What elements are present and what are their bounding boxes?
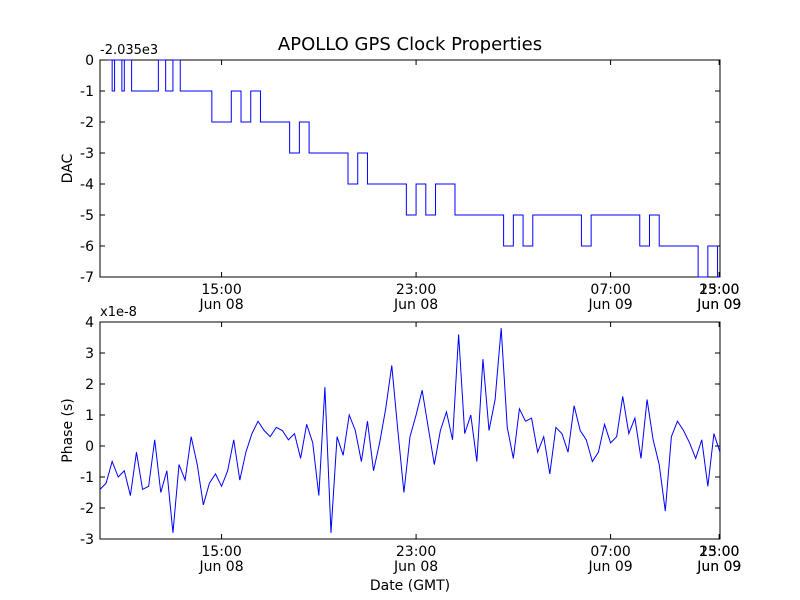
- dac-series: [107, 59, 720, 278]
- x-tick-date: Jun 09: [696, 559, 741, 575]
- x-tick-time: 23:00: [699, 282, 739, 298]
- y-tick-label: 2: [85, 377, 94, 393]
- y-tick-label: -3: [80, 532, 94, 548]
- x-tick-time: 15:00: [699, 282, 739, 298]
- dac-y-axis-label: DAC: [60, 153, 76, 183]
- y-tick-label: 0: [85, 439, 94, 455]
- y-tick-label: -6: [80, 239, 94, 255]
- x-tick-time: 23:00: [699, 544, 739, 560]
- chart-title: APOLLO GPS Clock Properties: [278, 34, 542, 55]
- x-tick-time: 15:00: [699, 544, 739, 560]
- y-tick-label: -2: [80, 115, 94, 131]
- x-tick-date: Jun 08: [198, 559, 243, 575]
- phase-offset-label: x1e-8: [100, 305, 137, 320]
- y-tick-label: -2: [80, 501, 94, 517]
- x-axis-label: Date (GMT): [370, 578, 450, 594]
- x-tick-date: Jun 08: [198, 297, 243, 313]
- y-tick-label: -5: [80, 208, 94, 224]
- x-tick-date: Jun 09: [588, 559, 633, 575]
- x-tick-date: Jun 09: [696, 559, 741, 575]
- x-tick-time: 15:00: [201, 282, 241, 298]
- x-tick-date: Jun 09: [696, 297, 741, 313]
- x-tick-date: Jun 08: [393, 559, 438, 575]
- dac-plot-frame: [99, 59, 721, 278]
- x-tick-date: Jun 09: [696, 297, 741, 313]
- series-line-dac: [107, 59, 720, 278]
- x-tick-date: Jun 08: [393, 297, 438, 313]
- phase-series: [99, 328, 721, 533]
- y-tick-label: -7: [80, 270, 94, 286]
- y-tick-label: -4: [80, 177, 94, 193]
- phase-y-axis-label: Phase (s): [60, 398, 76, 462]
- x-tick-time: 23:00: [396, 282, 436, 298]
- series-line-phase: [99, 328, 721, 533]
- dac-offset-label: -2.035e3: [100, 43, 158, 58]
- phase-plot-frame: [99, 321, 721, 540]
- y-tick-label: 3: [85, 346, 94, 362]
- x-tick-date: Jun 09: [588, 297, 633, 313]
- y-tick-label: -1: [80, 84, 94, 100]
- y-tick-label: -3: [80, 146, 94, 162]
- y-tick-label: 0: [85, 53, 94, 69]
- y-tick-label: 1: [85, 408, 94, 424]
- x-tick-time: 23:00: [396, 544, 436, 560]
- x-tick-time: 07:00: [590, 544, 630, 560]
- x-tick-time: 15:00: [201, 544, 241, 560]
- y-tick-label: 4: [85, 315, 94, 331]
- y-tick-label: -1: [80, 470, 94, 486]
- x-tick-time: 07:00: [590, 282, 630, 298]
